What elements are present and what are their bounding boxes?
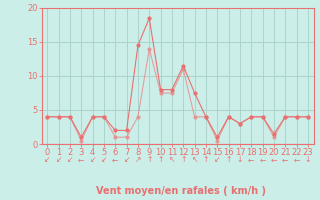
Text: ↙: ↙ — [124, 156, 130, 164]
Text: ↙: ↙ — [67, 156, 73, 164]
Text: ↙: ↙ — [214, 156, 220, 164]
Text: ←: ← — [293, 156, 300, 164]
Text: ↙: ↙ — [101, 156, 107, 164]
Text: ←: ← — [248, 156, 254, 164]
Text: ←: ← — [78, 156, 84, 164]
Text: ←: ← — [260, 156, 266, 164]
Text: ↙: ↙ — [89, 156, 96, 164]
Text: ←: ← — [271, 156, 277, 164]
Text: Vent moyen/en rafales ( km/h ): Vent moyen/en rafales ( km/h ) — [96, 186, 266, 196]
Text: ↓: ↓ — [305, 156, 311, 164]
Text: ←: ← — [112, 156, 118, 164]
Text: ↖: ↖ — [191, 156, 198, 164]
Text: ↙: ↙ — [44, 156, 51, 164]
Text: ←: ← — [282, 156, 288, 164]
Text: ↖: ↖ — [169, 156, 175, 164]
Text: ↑: ↑ — [157, 156, 164, 164]
Text: ↙: ↙ — [55, 156, 62, 164]
Text: ↗: ↗ — [135, 156, 141, 164]
Text: ↑: ↑ — [225, 156, 232, 164]
Text: ↓: ↓ — [237, 156, 243, 164]
Text: ↑: ↑ — [180, 156, 187, 164]
Text: ↑: ↑ — [203, 156, 209, 164]
Text: ↑: ↑ — [146, 156, 152, 164]
